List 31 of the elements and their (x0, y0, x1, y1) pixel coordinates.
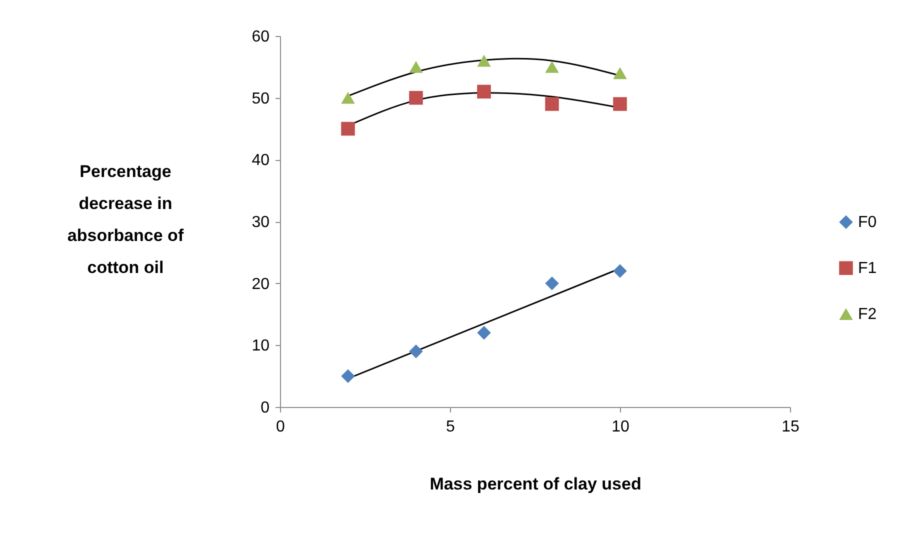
y-axis-title: Percentage decrease in absorbance of cotton oil (67, 162, 184, 277)
y-tick-label: 10 (252, 338, 270, 355)
point (341, 369, 355, 383)
x-tick-label: 10 (612, 418, 630, 436)
point (477, 84, 491, 99)
point (477, 326, 491, 340)
y-tick-label: 50 (252, 90, 270, 108)
y-tick-label: 30 (252, 214, 270, 231)
x-tick-label: 5 (446, 418, 456, 436)
point (477, 54, 491, 67)
legend-label: F0 (858, 214, 877, 232)
point (409, 60, 423, 73)
y-tick-label: 20 (252, 276, 270, 293)
x-tick-label: 0 (276, 418, 286, 436)
point (409, 90, 423, 105)
point (545, 60, 559, 73)
y-tick-label: 60 (252, 28, 270, 46)
legend-label: F1 (858, 260, 877, 278)
point (409, 344, 423, 358)
point (613, 97, 627, 111)
point (341, 92, 355, 104)
x-tick-label: 15 (782, 418, 800, 436)
point (613, 67, 627, 80)
point (545, 276, 559, 290)
legend-label: F2 (858, 306, 877, 324)
point (341, 122, 355, 136)
y-tick-label: 0 (260, 400, 270, 416)
point (613, 264, 627, 278)
point (545, 97, 559, 111)
x-axis-title: Mass percent of clay used (430, 474, 642, 494)
y-tick-label: 40 (252, 152, 270, 170)
